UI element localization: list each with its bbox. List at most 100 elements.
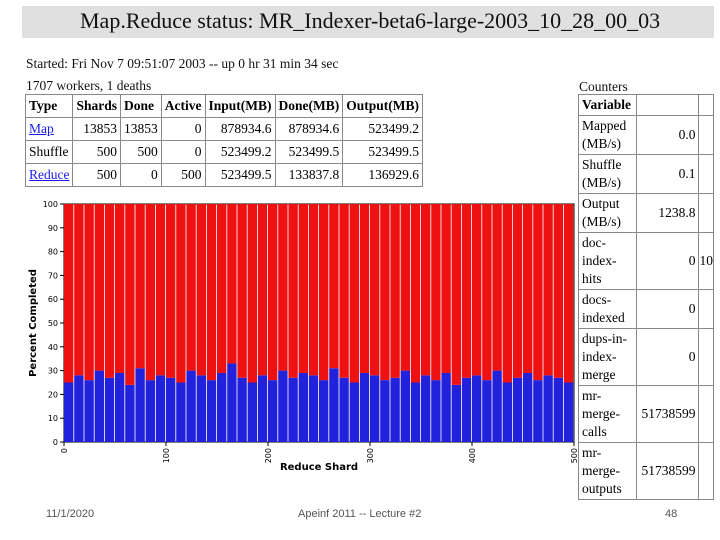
bar-segment-done [206, 380, 217, 442]
bar-segment-done [349, 382, 359, 442]
bar-segment-remaining [380, 204, 390, 381]
counter-value: 51738599 [636, 386, 699, 442]
cell-output: 523499.5 [343, 141, 423, 163]
footer-page-number: 48 [665, 508, 678, 520]
workers-info: 1707 workers, 1 deaths [26, 78, 152, 93]
cell-shards: 13853 [73, 118, 121, 140]
bar-segment-remaining [155, 204, 166, 376]
bar-segment-done [410, 382, 421, 442]
x-tick-label: 200 [264, 448, 273, 463]
bar-segment-remaining [431, 204, 441, 381]
cell-active: 0 [161, 141, 205, 163]
map-link[interactable]: Map [29, 121, 54, 136]
counter-value: 0.1 [636, 155, 699, 193]
bar-segment-remaining [410, 204, 421, 383]
started-info: Started: Fri Nov 7 09:51:07 2003 -- up 0… [26, 56, 339, 71]
bar-segment-remaining [400, 204, 410, 371]
bar-segment-done [400, 370, 410, 442]
bar-segment-done [186, 370, 196, 442]
counter-value: 1238.8 [636, 194, 699, 232]
counter-label: Mapped (MB/s) [579, 116, 636, 154]
counter-extra [699, 329, 713, 385]
bar-segment-done [166, 377, 176, 442]
bar-segment-done [523, 372, 533, 442]
bar-segment-done [441, 372, 451, 442]
bar-segment-done [155, 375, 166, 442]
bar-segment-remaining [543, 204, 553, 376]
table-row: Shuffle 500 500 0 523499.2 523499.5 5234… [26, 141, 423, 163]
x-tick-label: 0 [60, 448, 69, 453]
bar-segment-done [145, 380, 155, 442]
bar-segment-done [268, 380, 278, 442]
bar-segment-done [431, 380, 441, 442]
bar-segment-remaining [472, 204, 482, 376]
bar-segment-remaining [196, 204, 206, 376]
bar-segment-done [308, 375, 319, 442]
y-tick-label: 70 [48, 271, 58, 280]
bar-segment-done [390, 377, 400, 442]
bar-segment-remaining [492, 204, 502, 371]
bar-segment-remaining [206, 204, 217, 381]
bar-segment-done [135, 368, 145, 442]
cell-done: 13853 [121, 118, 161, 140]
col-done: Done [121, 95, 161, 117]
x-tick-label: 500 [570, 448, 578, 463]
bar-segment-remaining [166, 204, 176, 378]
bar-segment-remaining [278, 204, 288, 371]
bar-segment-done [196, 375, 206, 442]
cell-shards: 500 [73, 141, 121, 163]
bar-segment-remaining [237, 204, 247, 378]
bar-segment-remaining [74, 204, 84, 376]
bar-segment-remaining [125, 204, 135, 385]
bar-segment-done [482, 380, 492, 442]
counter-row: mr-merge-calls 51738599 [579, 386, 713, 442]
cell-done-mb: 133837.8 [275, 164, 343, 186]
counter-label: dups-in-index-merge [579, 329, 636, 385]
bar-segment-remaining [461, 204, 472, 378]
bar-segment-done [64, 382, 74, 442]
footer-date: 11/1/2020 [46, 508, 95, 520]
y-tick-label: 80 [48, 248, 58, 257]
reduce-link[interactable]: Reduce [29, 167, 70, 182]
counter-label: mr-merge-outputs [579, 443, 636, 499]
x-tick-label: 100 [162, 448, 171, 463]
counter-label: mr-merge-calls [579, 386, 636, 442]
bar-segment-done [125, 384, 135, 442]
cell-output: 136929.6 [343, 164, 423, 186]
bar-segment-done [553, 377, 563, 442]
cell-input: 878934.6 [205, 118, 275, 140]
bar-segment-remaining [288, 204, 298, 378]
bar-segment-done [359, 372, 370, 442]
bar-segment-done [502, 382, 512, 442]
bar-segment-done [492, 370, 502, 442]
cell-done-mb: 523499.5 [275, 141, 343, 163]
bar-segment-remaining [482, 204, 492, 381]
cell-done: 0 [121, 164, 161, 186]
bar-segment-done [84, 380, 94, 442]
col-shards: Shards [73, 95, 121, 117]
counter-label: doc-index-hits [579, 233, 636, 289]
bar-segment-remaining [217, 204, 227, 373]
col-output: Output(MB) [343, 95, 423, 117]
counter-row: docs-indexed 0 [579, 290, 713, 328]
y-tick-label: 40 [48, 343, 58, 352]
counter-extra [699, 194, 713, 232]
cell-active: 0 [161, 118, 205, 140]
y-tick-label: 30 [48, 367, 58, 376]
counter-value: 0 [636, 290, 699, 328]
bar-segment-done [176, 382, 186, 442]
bar-segment-done [237, 377, 247, 442]
cell-input: 523499.5 [205, 164, 275, 186]
cell-shards: 500 [73, 164, 121, 186]
footer-course: Apeinf 2011 -- Lecture #2 [298, 508, 422, 520]
bar-segment-remaining [523, 204, 533, 373]
bar-segment-done [329, 368, 339, 442]
bar-segment-remaining [227, 204, 237, 364]
bar-segment-done [512, 377, 523, 442]
counter-value: 0 [636, 233, 699, 289]
x-axis-label: Reduce Shard [280, 462, 358, 473]
bar-segment-done [421, 375, 431, 442]
bar-segment-remaining [257, 204, 268, 376]
y-tick-label: 50 [48, 319, 58, 328]
bar-segment-remaining [390, 204, 400, 378]
